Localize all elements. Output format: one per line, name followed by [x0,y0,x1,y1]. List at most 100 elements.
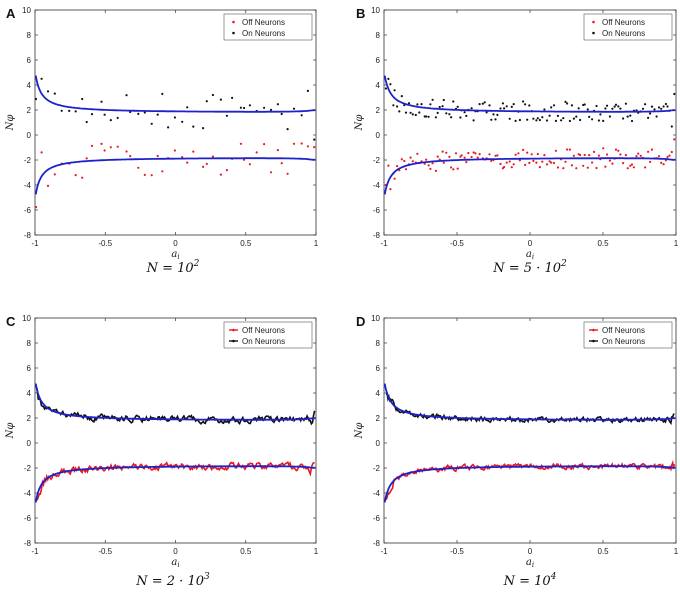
off-neuron-point [186,161,189,164]
panel-c: -8 -6 -4 -2 0 2 4 6 8 10 -1 -0.5 0 0.5 1 ai Nφ C N = 2 · 1… [5,314,319,589]
off-neuron-point [637,152,640,155]
on-neuron-point [619,107,622,110]
off-neuron-point [524,163,527,166]
on-neuron-point [186,106,189,109]
y-tick-label: -2 [24,464,32,473]
x-tick-label: 1 [314,239,319,248]
on-neuron-point [608,115,612,118]
theory-curve-off [384,465,676,503]
on-neuron-point [35,97,38,101]
theory-curve-off [384,157,676,195]
off-neuron-point [269,171,273,174]
off-neuron-point [156,154,159,158]
on-neuron-point [407,102,411,105]
on-neuron-point [564,100,567,103]
legend-box [583,13,673,41]
legend: Off Neurons On Neurons [223,13,313,41]
on-neuron-point [541,116,544,119]
off-neuron-point [550,161,553,164]
legend-marker [232,31,235,35]
off-neuron-point [454,152,458,155]
off-neuron-point [427,164,430,167]
on-neuron-point [478,103,481,106]
on-neuron-point [649,112,652,115]
on-neuron-point [202,127,205,130]
legend-box [223,321,313,349]
y-tick-label: 8 [27,31,32,40]
on-neuron-point [470,107,473,110]
on-neuron-point [577,107,580,110]
off-neuron-point [442,161,445,164]
on-neuron-point [641,107,645,110]
y-tick-label: -6 [373,514,381,523]
off-neuron-point [255,151,258,154]
off-neuron-point [630,163,634,166]
on-neuron-point [611,107,614,110]
legend-label: Off Neurons [602,18,645,27]
on-neuron-point [568,119,572,123]
off-neuron-point [619,153,622,156]
on-neuron-point [556,114,560,117]
off-neuron-point [292,142,296,145]
on-neuron-point [508,117,511,120]
off-neuron-point [530,153,533,156]
on-neuron-point [392,104,395,107]
off-neuron-point [622,162,625,165]
y-tick-label: 2 [27,414,32,423]
on-neuron-point [528,104,531,107]
off-neuron-point [597,154,601,157]
on-neuron-point [543,108,546,111]
on-neuron-point [499,107,502,110]
off-neuron-point [566,148,569,151]
off-neuron-point [474,152,477,155]
off-neuron-point [626,167,629,170]
on-neuron-point [116,116,119,119]
off-neuron-point [528,161,531,164]
data-layer [384,75,676,195]
on-neuron-point [125,94,128,97]
y-tick-label: -4 [373,181,381,190]
off-neuron-point [403,159,406,163]
off-neuron-point [280,162,283,165]
off-neuron-point [239,142,242,145]
on-neuron-point [545,119,549,122]
on-neuron-point [605,104,609,107]
on-neuron-point [74,110,77,113]
data-layer [384,383,676,503]
x-tick-label: -0.5 [98,239,112,248]
on-neuron-point [243,106,246,110]
on-neuron-point [536,117,539,120]
on-neuron-point [575,115,578,118]
on-neuron-point [173,116,176,119]
on-neuron-point [548,114,551,117]
off-neuron-point [611,162,614,165]
off-neuron-point [400,158,403,161]
on-neuron-point [650,105,654,108]
on-neuron-point [586,108,589,111]
off-neuron-point [40,151,43,154]
on-neuron-point [481,102,484,105]
off-neuron-point [512,163,515,166]
on-neuron-point [501,102,504,105]
on-neuron-point [465,114,468,117]
y-tick-label: 8 [27,339,32,348]
off-neuron-point [404,168,408,171]
on-neuron-point [662,105,665,108]
on-neuron-point [664,102,668,106]
on-neuron-point [552,104,556,107]
on-neuron-point [670,125,673,128]
off-neuron-point [436,155,439,158]
legend-marker [592,328,595,332]
y-tick-label: 2 [376,106,381,115]
off-neuron-point [536,152,539,156]
off-neuron-point [387,164,390,167]
x-tick-label: 1 [314,547,319,556]
off-neuron-point [592,150,596,153]
off-neuron-point [624,154,628,157]
off-neuron-point [564,160,567,163]
legend-label: On Neurons [602,29,645,38]
off-neuron-point [526,151,529,154]
on-neuron-point [181,120,184,123]
panel-label: D [356,314,365,329]
on-neuron-point [655,115,658,118]
